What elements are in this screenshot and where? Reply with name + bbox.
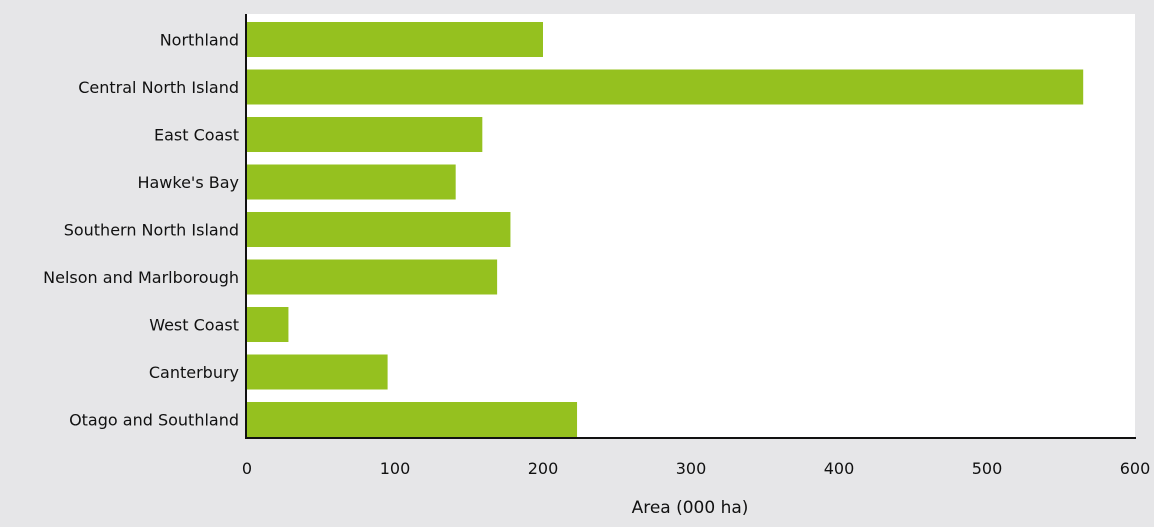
category-label-central-north-island: Central North Island: [78, 78, 239, 97]
x-tick-labels: 0 100 200 300 400 500 600: [242, 459, 1150, 478]
x-axis-title: Area (000 ha): [632, 498, 749, 518]
x-tick-label-200: 200: [528, 459, 559, 478]
bar-canterbury: [247, 354, 388, 390]
bar-hawke-s-bay: [247, 164, 456, 200]
category-label-west-coast: West Coast: [149, 316, 239, 335]
x-tick-label-600: 600: [1120, 459, 1151, 478]
bar-southern-north-island: [247, 212, 511, 247]
bar-east-coast: [247, 117, 483, 152]
category-label-otago-and-southland: Otago and Southland: [69, 411, 239, 430]
category-label-nelson-and-marlborough: Nelson and Marlborough: [43, 268, 239, 287]
category-label-hawke-s-bay: Hawke's Bay: [137, 173, 239, 192]
bar-northland: [247, 22, 543, 57]
category-label-northland: Northland: [160, 31, 239, 50]
category-label-southern-north-island: Southern North Island: [64, 221, 239, 240]
x-tick-label-100: 100: [380, 459, 411, 478]
x-tick-label-0: 0: [242, 459, 252, 478]
category-label-east-coast: East Coast: [154, 126, 239, 145]
bar-central-north-island: [247, 69, 1084, 105]
category-label-canterbury: Canterbury: [149, 363, 239, 382]
bar-west-coast: [247, 307, 289, 342]
bar-nelson-and-marlborough: [247, 259, 498, 295]
x-tick-label-500: 500: [972, 459, 1003, 478]
bar-otago-and-southland: [247, 402, 578, 437]
x-tick-label-400: 400: [824, 459, 855, 478]
bars: [247, 22, 1084, 437]
category-labels: Northland Central North Island East Coast H…: [43, 31, 239, 430]
x-tick-label-300: 300: [676, 459, 707, 478]
